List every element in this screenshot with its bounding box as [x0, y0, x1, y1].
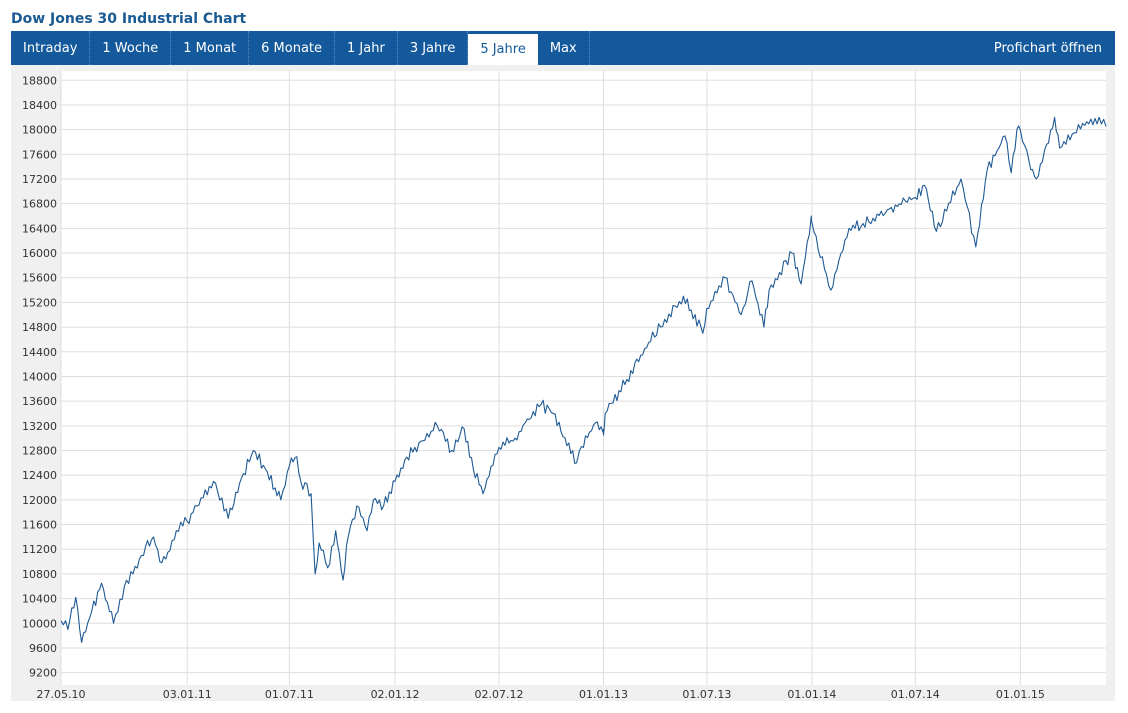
y-tick-label: 18400: [22, 99, 57, 112]
y-tick-label: 10800: [22, 568, 57, 581]
tab-3-jahre[interactable]: 3 Jahre: [398, 31, 469, 65]
y-tick-label: 11600: [22, 519, 57, 532]
dow-jones-price-line: [60, 116, 1107, 643]
x-tick-label: 27.05.10: [37, 688, 86, 701]
y-tick-label: 12400: [22, 469, 57, 482]
x-tick-label: 01.07.14: [891, 688, 940, 701]
page-title: Dow Jones 30 Industrial Chart: [11, 11, 247, 27]
tab-5-jahre[interactable]: 5 Jahre: [468, 34, 538, 65]
y-tick-label: 18000: [22, 124, 57, 137]
y-tick-label: 10000: [22, 617, 57, 630]
price-chart: 9200 9600 10000 10400 10800 11200 11600 12000 12…: [22, 71, 1107, 701]
x-tick-label: 02.07.12: [474, 688, 523, 701]
y-tick-label: 17600: [22, 148, 57, 161]
x-tick-label: 01.01.14: [787, 688, 836, 701]
y-tick-label: 13600: [22, 395, 57, 408]
y-tick-label: 12800: [22, 445, 57, 458]
tab-max[interactable]: Max: [538, 31, 590, 65]
x-axis-ticks: 27.05.10 03.01.11 01.07.11 02.01.12 02.07.12…: [37, 688, 1045, 701]
open-proficart-link[interactable]: Profichart öffnen: [993, 40, 1102, 56]
chart-frame: 9200 9600 10000 10400 10800 11200 11600 12000 12…: [11, 65, 1115, 701]
x-tick-label: 02.01.12: [371, 688, 420, 701]
tab-6-monate[interactable]: 6 Monate: [249, 31, 336, 65]
x-tick-label: 01.07.13: [682, 688, 731, 701]
y-tick-label: 16400: [22, 222, 57, 235]
x-tick-label: 01.01.15: [996, 688, 1045, 701]
tab-1-monat[interactable]: 1 Monat: [171, 31, 250, 65]
tab-intraday[interactable]: Intraday: [11, 31, 91, 65]
y-tick-label: 14000: [22, 370, 57, 383]
tab-1-woche[interactable]: 1 Woche: [90, 31, 172, 65]
x-tick-label: 03.01.11: [163, 688, 212, 701]
plot-background: [61, 71, 1106, 685]
y-tick-label: 16000: [22, 247, 57, 260]
y-tick-label: 17200: [22, 173, 57, 186]
y-tick-label: 9200: [29, 667, 57, 680]
y-tick-label: 12000: [22, 494, 57, 507]
y-tick-label: 14800: [22, 321, 57, 334]
x-tick-label: 01.07.11: [265, 688, 314, 701]
y-tick-label: 16800: [22, 198, 57, 211]
y-tick-label: 18800: [22, 74, 57, 87]
y-tick-label: 15600: [22, 272, 57, 285]
y-tick-label: 10400: [22, 593, 57, 606]
x-tick-label: 01.01.13: [579, 688, 628, 701]
y-tick-label: 13200: [22, 420, 57, 433]
tab-bar-spacer: [590, 31, 981, 65]
timeframe-tab-bar: Intraday 1 Woche 1 Monat 6 Monate 1 Jahr…: [11, 31, 1115, 65]
y-tick-label: 14400: [22, 346, 57, 359]
y-axis-ticks: 9200 9600 10000 10400 10800 11200 11600 12000 12…: [22, 74, 57, 679]
grid-lines: [60, 71, 1106, 685]
y-tick-label: 15200: [22, 296, 57, 309]
y-tick-label: 9600: [29, 642, 57, 655]
y-tick-label: 11200: [22, 543, 57, 556]
tab-1-jahr[interactable]: 1 Jahr: [335, 31, 398, 65]
